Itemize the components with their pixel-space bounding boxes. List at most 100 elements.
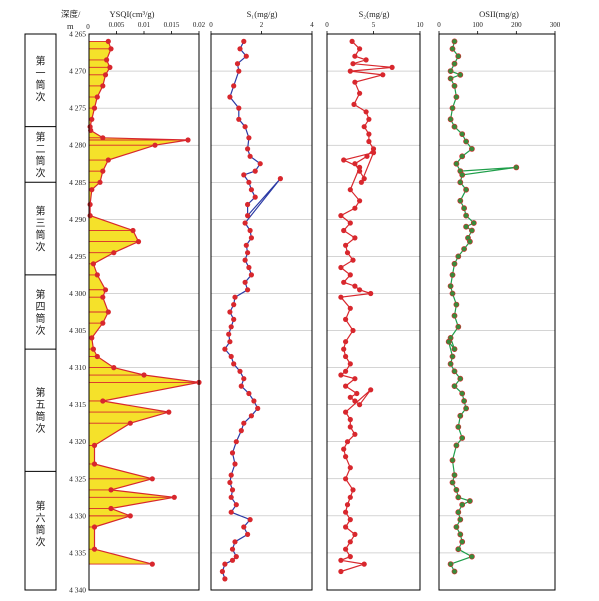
osii-data-point [470, 220, 477, 226]
s1-data-point [241, 38, 247, 45]
ysqi-data-point [149, 561, 155, 567]
ysqi-area-fill [89, 41, 199, 565]
core-run-column-frame [24, 33, 57, 591]
osii-data-point [459, 171, 466, 178]
s2-data-point [347, 539, 353, 545]
s2-data-point [352, 79, 358, 85]
s2-data-point [357, 287, 363, 293]
s1-data-point [232, 461, 238, 467]
s1-data-point [228, 494, 234, 500]
osii-data-point [457, 531, 464, 538]
s1-data-point [231, 361, 237, 367]
s2-data-point [361, 176, 367, 182]
osii-data-point [453, 160, 460, 167]
osii-data-point [457, 375, 464, 382]
osii-data-point [463, 138, 469, 145]
ysqi-data-point [100, 320, 106, 326]
s1-data-point [257, 161, 263, 167]
s2-data-point [357, 168, 363, 174]
core-run-label: 第二筒次 [36, 130, 46, 179]
depth-axis: 4 265 4 270 4 275 4 280 4 285 4 290 4 295 4 300… [69, 23, 90, 595]
s2-data-point [338, 213, 344, 219]
osii-data-point [447, 75, 454, 82]
osii-series-line [448, 41, 517, 572]
x-tick-label: 200 [511, 21, 522, 29]
osii-data-point [455, 323, 462, 330]
s1-data-point [243, 242, 249, 248]
x-tick-label: 0 [209, 21, 213, 29]
x-tick-label: 0.01 [138, 21, 151, 29]
s1-data-point [222, 576, 228, 582]
osii-data-point [447, 116, 454, 123]
depth-tick-label: 4 330 [69, 511, 86, 520]
osii-track: 0 100 200 300 [437, 21, 561, 591]
osii-data-point [451, 38, 458, 45]
s2-data-point [338, 372, 344, 378]
s1-data-point [231, 302, 237, 308]
depth-tick-label: 4 325 [69, 474, 86, 483]
osii-data-point [449, 479, 456, 486]
s1-data-point [248, 413, 254, 419]
s2-data-point [352, 398, 358, 404]
ysqi-data-point [91, 524, 98, 530]
s2-data-point [347, 424, 353, 430]
s2-data-point [347, 272, 353, 278]
ysqi-data-point [87, 213, 93, 219]
osii-data-point [513, 164, 520, 171]
osii-data-point [449, 457, 456, 464]
osii-data-point [449, 290, 456, 297]
s2-data-point [338, 264, 344, 271]
depth-tick-label: 4 315 [69, 400, 86, 409]
osii-data-point [447, 283, 454, 289]
s1-data-point [227, 479, 233, 486]
s2-data-point [366, 138, 372, 145]
core-run-label: 第六筒次 [36, 499, 46, 548]
osii-data-point [451, 83, 458, 89]
s2-data-point [370, 146, 377, 152]
s1-data-point [231, 83, 237, 89]
s1-data-point [248, 235, 254, 241]
s1-data-point [227, 94, 233, 100]
core-run-label: 第三筒次 [36, 205, 46, 254]
s2-data-point [347, 416, 353, 423]
ysqi-data-point [94, 353, 100, 360]
depth-tick-label: 4 275 [69, 104, 86, 113]
osii-data-point [459, 131, 466, 137]
depth-tick-label: 4 270 [69, 67, 86, 76]
track-frame [210, 33, 313, 591]
osii-data-point [457, 197, 464, 204]
s1-data-point [246, 179, 252, 185]
s2-data-point [357, 164, 363, 170]
s1-data-point [242, 124, 248, 130]
osii-data-point [461, 398, 467, 404]
osii-data-point [468, 227, 475, 234]
s1-data-point [255, 405, 261, 411]
s1-data-point [247, 517, 253, 523]
x-tick-label: 0 [437, 21, 441, 29]
ysqi-data-point [108, 487, 114, 493]
x-tick-label: 5 [372, 21, 376, 29]
s2-data-point [347, 187, 353, 193]
s2-data-point [341, 227, 347, 234]
s1-data-point [231, 316, 237, 322]
s1-data-point [247, 227, 253, 234]
osii-data-point [447, 360, 454, 367]
osii-data-point [466, 498, 473, 504]
osii-data-point [451, 368, 458, 375]
ysqi-data-point [91, 442, 98, 448]
s1-data-point [219, 568, 225, 575]
osii-data-point [451, 60, 458, 67]
s1-data-point [245, 213, 251, 219]
s2-data-point [343, 524, 349, 530]
depth-tick-label: 4 305 [69, 326, 86, 335]
osii-data-point [453, 301, 460, 308]
s1-data-point [233, 502, 239, 508]
x-tick-label: 0.015 [164, 21, 180, 29]
s1-data-point [233, 554, 239, 560]
ysqi-data-point [97, 179, 103, 185]
s1-data-point [237, 368, 243, 374]
s2-data-point [338, 568, 344, 575]
s2-data-point [352, 283, 358, 289]
x-tick-label: 4 [310, 21, 314, 29]
s1-data-point [243, 53, 249, 59]
